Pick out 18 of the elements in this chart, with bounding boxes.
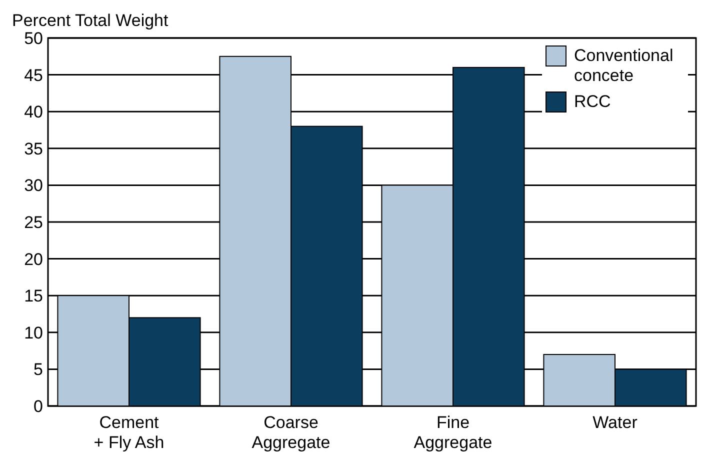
y-tick-label: 0 bbox=[34, 397, 43, 416]
y-tick-label: 25 bbox=[24, 213, 43, 232]
y-tick-label: 45 bbox=[24, 66, 43, 85]
x-tick-label: Coarse Aggregate bbox=[252, 413, 330, 452]
legend-label: RCC bbox=[574, 92, 611, 111]
y-tick-label: 5 bbox=[34, 360, 43, 380]
x-tick-label: Cement + Fly Ash bbox=[94, 413, 164, 452]
legend-label: Conventional concete bbox=[574, 46, 674, 85]
y-tick-label: 35 bbox=[24, 139, 43, 158]
x-tick-label: Water bbox=[592, 413, 638, 432]
y-tick-label: 20 bbox=[24, 250, 43, 269]
y-tick-label: 10 bbox=[24, 323, 43, 342]
chart-title: Percent Total Weight bbox=[12, 11, 169, 30]
y-tick-label: 15 bbox=[24, 286, 43, 306]
y-tick-label: 50 bbox=[24, 29, 43, 48]
x-tick-label: Fine Aggregate bbox=[414, 413, 492, 452]
y-tick-label: 40 bbox=[24, 102, 43, 122]
y-tick-label: 30 bbox=[24, 176, 43, 196]
